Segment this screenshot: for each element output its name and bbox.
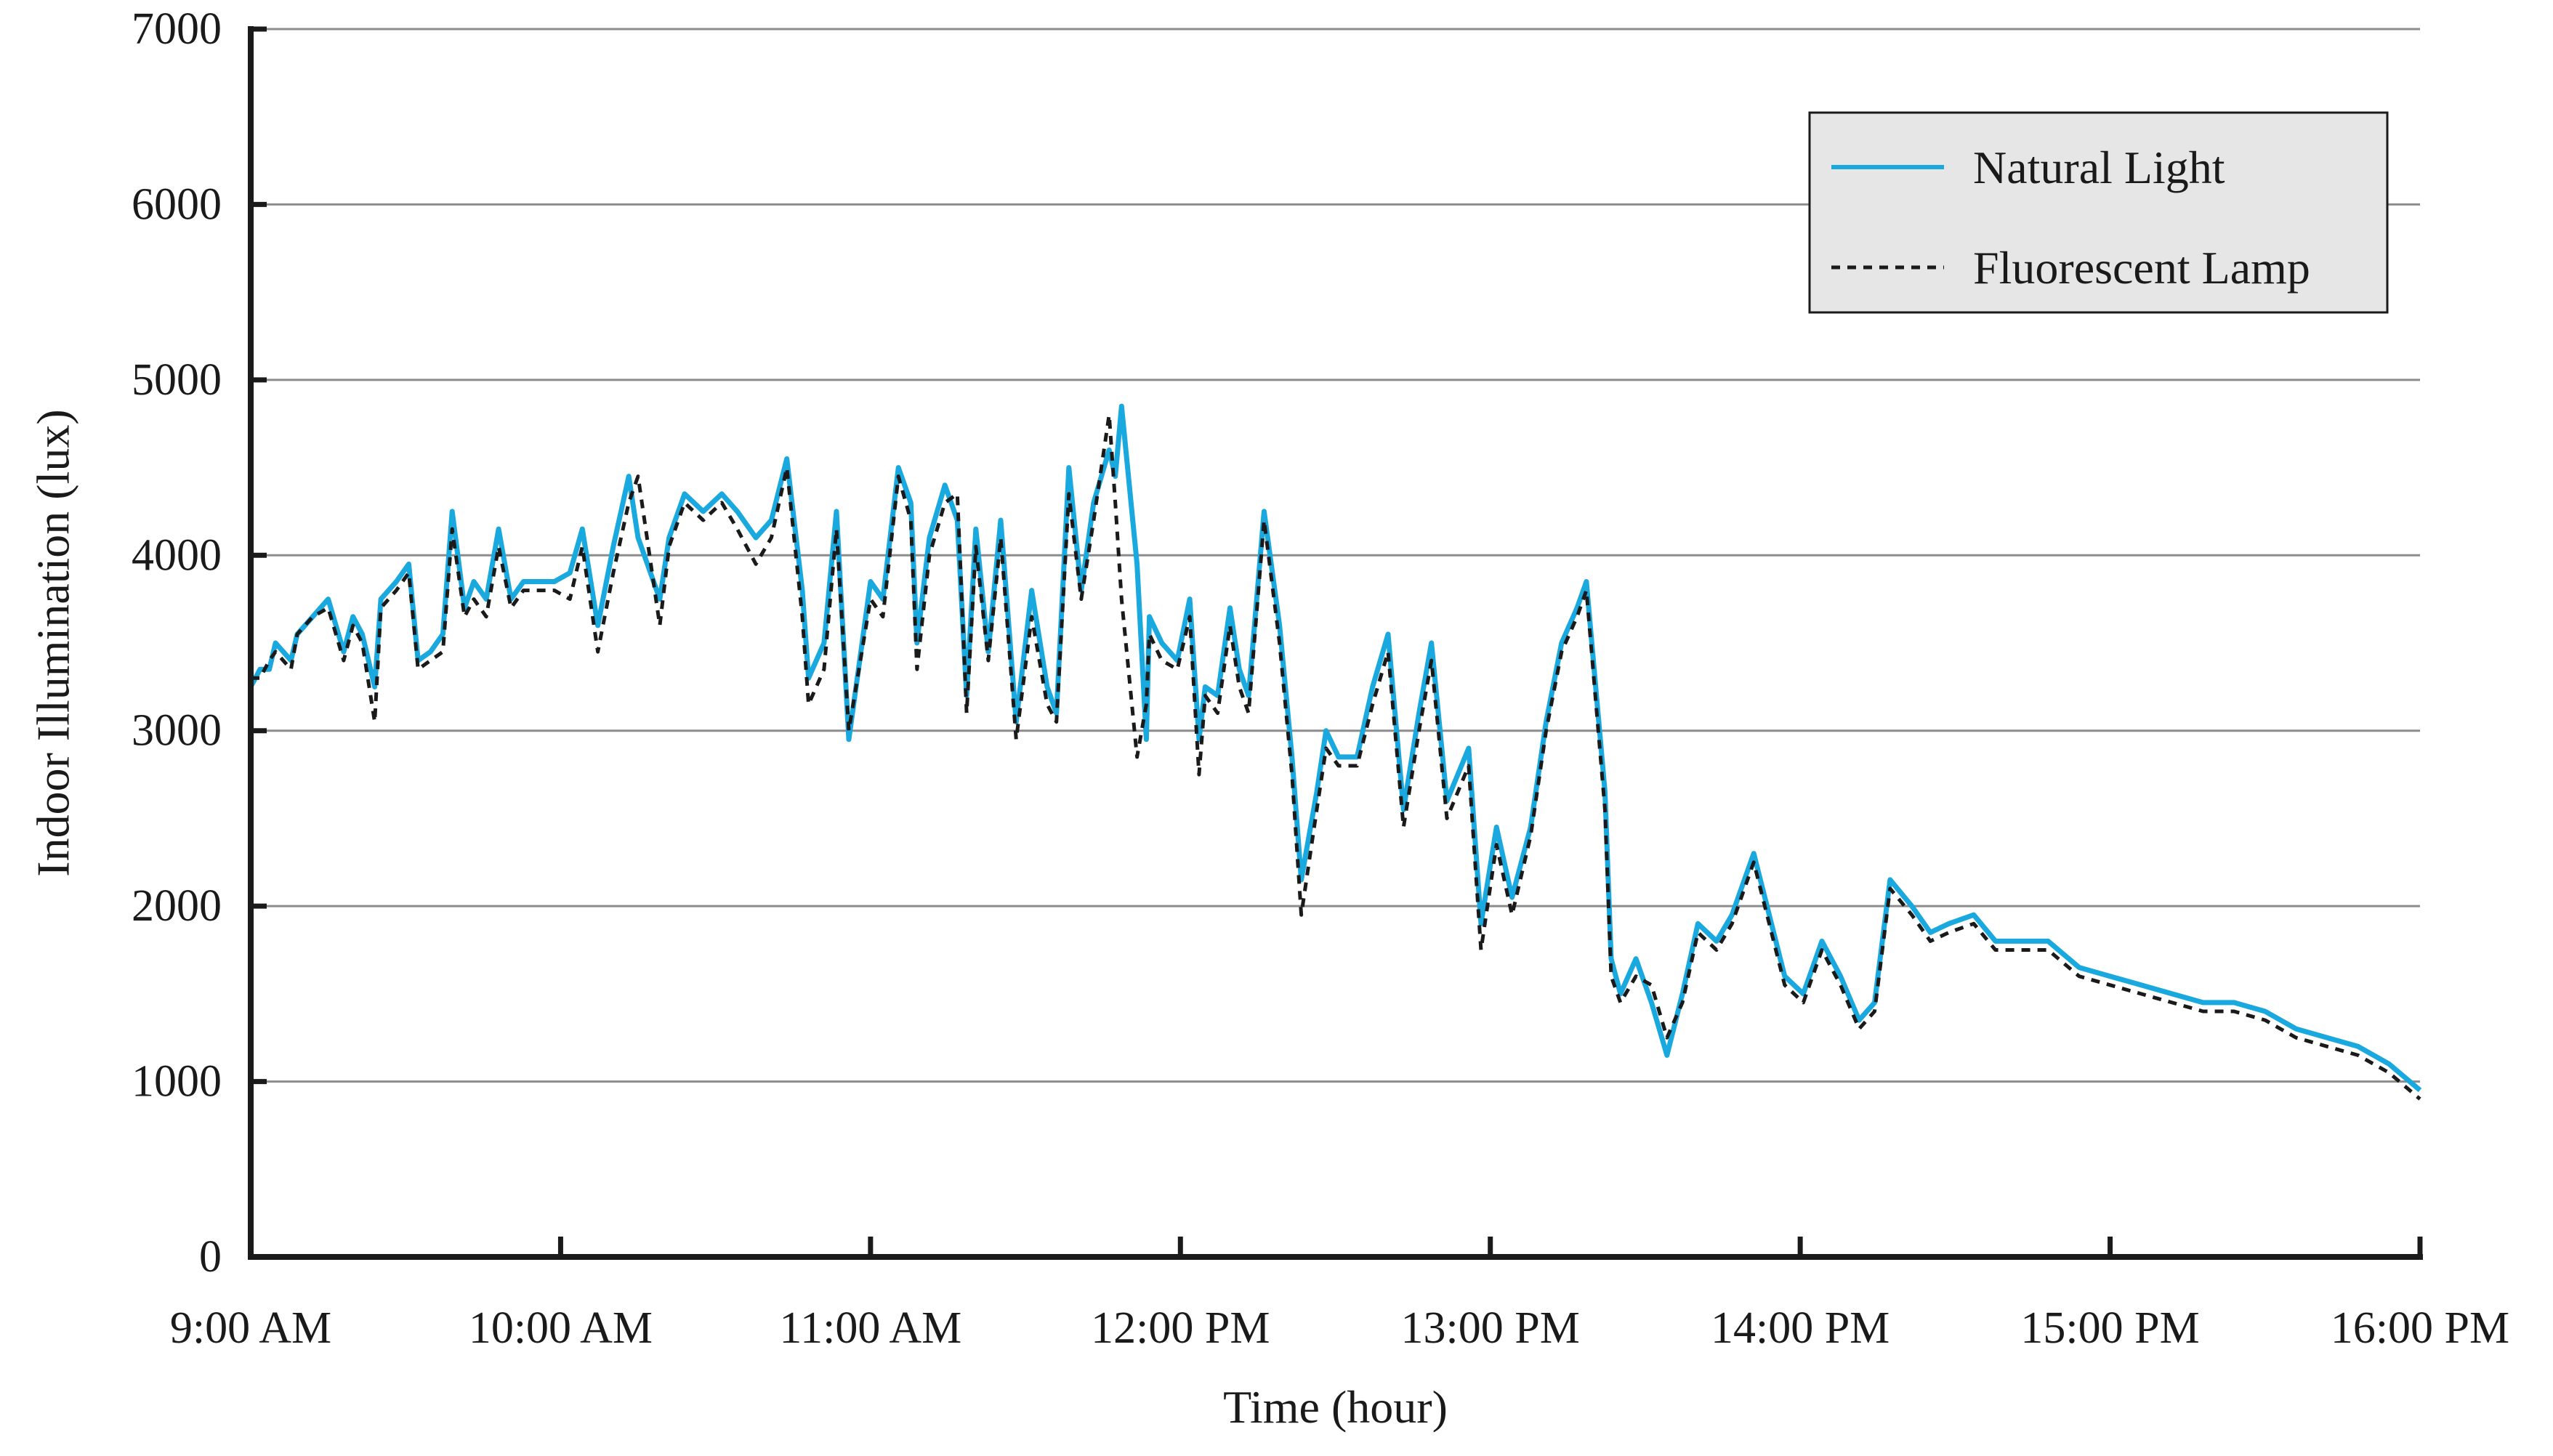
x-tick-label: 12:00 PM <box>1091 1303 1270 1353</box>
y-tick-label: 1000 <box>132 1057 222 1107</box>
legend-box <box>1808 111 2389 314</box>
series-lines <box>248 403 2422 1101</box>
x-tick-label: 10:00 AM <box>469 1303 653 1353</box>
x-tick-label: 9:00 AM <box>170 1303 331 1353</box>
series-line-fluorescent-lamp <box>251 413 2421 1101</box>
x-axis-title: Time (hour) <box>1223 1381 1448 1433</box>
tick-marks <box>248 26 2423 1260</box>
y-tick-labels: 0 1000 2000 3000 4000 5000 6000 7000 <box>132 4 222 1282</box>
x-tick-label: 13:00 PM <box>1401 1303 1580 1353</box>
legend: Natural Light Fluorescent Lamp <box>1808 111 2389 314</box>
legend-label-fluorescent-lamp: Fluorescent Lamp <box>1973 242 2310 294</box>
x-tick-label: 15:00 PM <box>2020 1303 2199 1353</box>
x-tick-label: 14:00 PM <box>1711 1303 1889 1353</box>
x-tick-label: 16:00 PM <box>2331 1303 2509 1353</box>
legend-label-natural-light: Natural Light <box>1973 142 2225 193</box>
x-tick-labels: 9:00 AM 10:00 AM 11:00 AM 12:00 PM 13:00 PM 1… <box>170 1303 2509 1353</box>
y-tick-label: 4000 <box>132 530 222 580</box>
axes <box>248 26 2423 1260</box>
x-tick-label: 11:00 AM <box>779 1303 961 1353</box>
y-tick-label: 3000 <box>132 706 222 756</box>
y-tick-label: 7000 <box>132 4 222 54</box>
y-tick-label: 0 <box>199 1232 222 1282</box>
series-line-natural-light <box>248 403 2422 1093</box>
y-tick-label: 6000 <box>132 179 222 229</box>
y-tick-label: 2000 <box>132 881 222 931</box>
y-tick-label: 5000 <box>132 355 222 405</box>
y-axis-title: Indoor Illumination (lux) <box>28 409 79 876</box>
